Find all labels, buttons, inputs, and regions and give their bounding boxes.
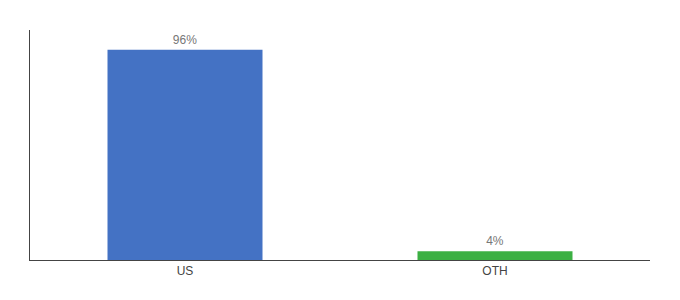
svg-text:OTH: OTH: [482, 264, 507, 278]
svg-text:4%: 4%: [486, 234, 504, 248]
svg-text:96%: 96%: [173, 33, 197, 47]
svg-text:US: US: [177, 264, 194, 278]
